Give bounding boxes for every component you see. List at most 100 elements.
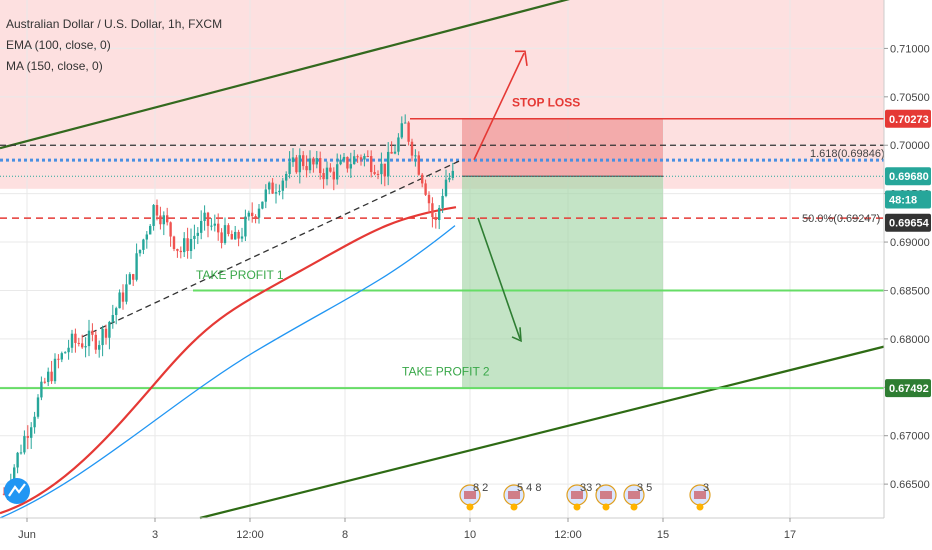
candle-body (155, 205, 159, 216)
candle-body (380, 163, 383, 175)
candle-body (271, 182, 274, 194)
price-axis-label: 0.69000 (890, 237, 930, 249)
candle-body (339, 159, 342, 165)
price-axis-label: 0.66500 (890, 479, 930, 491)
candle-body (176, 249, 179, 251)
candle-body (404, 122, 407, 124)
candle-body (227, 225, 230, 235)
candle-body (278, 190, 281, 193)
event-dot (696, 503, 704, 511)
candle-body (356, 156, 359, 158)
candle-body (118, 292, 121, 309)
candle-body (393, 151, 397, 154)
candle-body (40, 381, 43, 398)
candle-body (376, 173, 380, 175)
candle-body (315, 158, 318, 165)
candle-body (152, 205, 155, 226)
time-axis-label: 17 (784, 529, 796, 541)
candle-body (438, 207, 441, 220)
price-tag-label: 48:18 (889, 194, 917, 206)
candle-body (434, 217, 437, 220)
profit-scenario-arrow (477, 217, 521, 340)
price-tag-bg (885, 190, 931, 209)
candle-body (213, 223, 216, 226)
event-flag-stripe (508, 491, 520, 499)
candle-body (302, 155, 305, 167)
candle-body (254, 216, 257, 218)
time-axis-label: 10 (464, 529, 476, 541)
candle-body (308, 158, 312, 171)
candle-body (98, 345, 101, 350)
candle-body (421, 174, 424, 184)
candle-body (142, 239, 145, 250)
candle-body (53, 358, 57, 382)
candle-body (325, 167, 329, 180)
candle-body (67, 347, 70, 353)
candle-body (193, 235, 196, 239)
ema-indicator-label[interactable]: EMA (100, close, 0) (6, 38, 111, 52)
candle-body (128, 274, 131, 285)
candle-body (145, 234, 148, 240)
candle-body (166, 215, 169, 223)
candle-body (223, 225, 227, 243)
stop-scenario-arrow (473, 52, 525, 161)
candle-body (70, 333, 74, 348)
time-axis-label: 12:00 (236, 529, 264, 541)
candle-body (359, 157, 363, 160)
candle-body (159, 215, 162, 225)
price-tag-label: 0.69654 (889, 218, 930, 230)
candle-body (19, 452, 23, 454)
candle-body (200, 220, 203, 233)
stop-loss-label: STOP LOSS (512, 96, 580, 110)
price-tag-bg (885, 167, 931, 186)
candle-body (274, 192, 278, 194)
candle-body (206, 212, 210, 226)
candle-body (33, 416, 36, 428)
candle-body (366, 155, 369, 157)
candle-body (234, 231, 237, 240)
candle-body (81, 343, 84, 348)
candle-body (397, 137, 400, 152)
ma-150-line (0, 225, 456, 519)
candle-body (261, 201, 264, 209)
candle-body (312, 158, 315, 165)
price-tag-label: 0.70273 (889, 114, 929, 126)
ema-100-line (0, 206, 457, 515)
candle-body (387, 151, 390, 177)
candle-body (125, 284, 128, 302)
price-axis-label: 0.68500 (890, 285, 930, 297)
candle-body (203, 212, 206, 221)
candle-body (414, 155, 417, 157)
candle-body (288, 162, 291, 174)
candle-body (121, 292, 125, 302)
event-dot (573, 503, 581, 511)
candle-body (417, 155, 420, 175)
candle-body (220, 232, 223, 243)
time-axis-label: 8 (342, 529, 348, 541)
candle-body (230, 234, 233, 240)
event-flag-stripe (571, 491, 583, 499)
candle-body (332, 171, 335, 180)
candle-body (383, 163, 386, 177)
candle-body (390, 151, 393, 154)
ma-indicator-label[interactable]: MA (150, close, 0) (6, 59, 103, 73)
price-axis-label: 0.71000 (890, 43, 930, 55)
time-axis-label: 12:00 (554, 529, 582, 541)
event-dot (602, 503, 610, 511)
candle-body (77, 342, 80, 344)
price-axis-label: 0.68000 (890, 334, 930, 346)
candle-body (179, 250, 182, 253)
candle-body (84, 346, 87, 348)
candle-body (410, 141, 414, 156)
candle-body (295, 157, 298, 173)
candle-body (111, 315, 114, 322)
stop-arrow-head (515, 50, 528, 66)
candle-body (101, 328, 104, 346)
candle-body (91, 330, 94, 335)
event-flag-stripe (694, 491, 706, 499)
candle-body (189, 238, 193, 251)
candle-body (319, 158, 322, 174)
channel-upper-line (0, 0, 570, 150)
candle-body (64, 352, 67, 354)
